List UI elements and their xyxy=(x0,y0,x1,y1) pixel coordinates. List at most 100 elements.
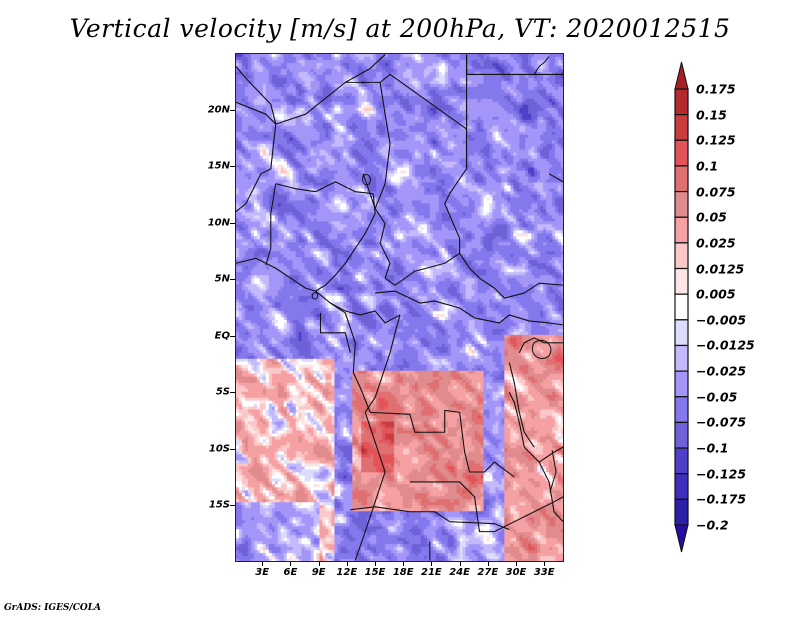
colorbar-level-label: 0.025 xyxy=(696,235,736,251)
lat-tick xyxy=(230,109,235,111)
border-zambia-malawi xyxy=(538,461,563,523)
colorbar-level-label: −0.125 xyxy=(696,466,747,482)
lat-tick-label: 10N xyxy=(207,217,230,229)
colorbar-swatch xyxy=(674,421,689,449)
border-westafrica-coast xyxy=(236,257,371,413)
lat-tick-label: 15N xyxy=(207,160,230,172)
colorbar-max-arrow xyxy=(674,61,689,90)
colorbar-level-label: −0.1 xyxy=(696,440,729,456)
velocity-field-shading xyxy=(236,54,563,561)
lon-tick xyxy=(318,562,320,566)
colorbar-level-label: −0.2 xyxy=(696,517,729,533)
colorbar-swatch xyxy=(674,216,689,244)
colorbar-swatch xyxy=(674,319,689,347)
lon-tick-label: 15E xyxy=(364,567,386,578)
colorbar-level-label: 0.075 xyxy=(696,184,736,200)
lake-chad xyxy=(362,174,371,186)
lon-tick-label: 3E xyxy=(255,567,270,578)
lon-tick xyxy=(431,562,433,566)
lon-tick xyxy=(290,562,292,566)
border-niger-chad xyxy=(362,82,391,210)
lon-tick xyxy=(487,562,489,566)
lon-tick-label: 18E xyxy=(392,567,414,578)
lon-tick xyxy=(459,562,461,566)
colorbar-level-label: 0.005 xyxy=(696,286,736,302)
border-niger-libya xyxy=(345,54,468,130)
country-boundaries xyxy=(236,54,563,561)
border-cameroon-chad xyxy=(374,208,460,286)
border-sudan-ethiopia xyxy=(548,173,563,183)
lat-tick xyxy=(230,335,235,337)
lat-tick xyxy=(230,222,235,224)
colorbar-swatch xyxy=(674,267,689,295)
lon-tick xyxy=(262,562,264,566)
colorbar-min-arrow xyxy=(674,524,689,553)
map-panel xyxy=(235,53,564,562)
colorbar-swatch xyxy=(674,344,689,372)
colorbar-swatch xyxy=(674,447,689,475)
colorbar-level-label: −0.025 xyxy=(696,363,747,379)
lon-tick-label: 33E xyxy=(533,567,555,578)
lat-tick-label: EQ xyxy=(214,330,230,342)
lat-tick-label: 5N xyxy=(214,273,230,285)
colorbar-level-label: 0.05 xyxy=(696,209,727,225)
colorbar-level-label: −0.05 xyxy=(696,389,738,405)
grads-credit: GrADS: IGES/COLA xyxy=(4,603,102,613)
colorbar-level-label: −0.175 xyxy=(696,491,747,507)
lon-tick xyxy=(403,562,405,566)
border-south-malawi xyxy=(494,496,563,533)
lake-victoria xyxy=(531,339,552,359)
border-libya-egypt xyxy=(466,54,563,75)
border-chad-sudan xyxy=(444,129,480,279)
border-nigeria-niger xyxy=(275,181,374,195)
colorbar-swatch xyxy=(674,498,689,526)
border-gabon xyxy=(319,312,351,353)
colorbar-level-label: 0.15 xyxy=(696,107,727,123)
border-benin-nigeria xyxy=(265,183,277,266)
border-nigeria-cameroon xyxy=(315,193,376,292)
colorbar-swatch xyxy=(674,165,689,193)
border-east-lakes xyxy=(508,392,563,463)
lon-tick xyxy=(346,562,348,566)
border-congo-drc xyxy=(364,314,401,413)
colorbar-level-label: 0.1 xyxy=(696,158,719,174)
colorbar-level-label: 0.175 xyxy=(696,81,736,97)
colorbar-swatch xyxy=(674,139,689,167)
lat-tick xyxy=(230,166,235,168)
colorbar-swatch xyxy=(674,242,689,270)
colorbar-swatch xyxy=(674,473,689,500)
chart-title: Vertical velocity [m/s] at 200hPa, VT: 2… xyxy=(69,14,731,43)
border-angola-zambia xyxy=(409,481,495,533)
lon-tick-label: 27E xyxy=(477,567,499,578)
colorbar-level-label: −0.075 xyxy=(696,414,747,430)
lon-tick-label: 6E xyxy=(283,567,298,578)
border-car-sudan xyxy=(479,277,563,299)
colorbar-swatch xyxy=(674,396,689,424)
border-car-drc xyxy=(375,290,563,326)
lat-tick-label: 15S xyxy=(208,499,230,511)
lat-tick xyxy=(230,279,235,281)
border-mali-niger xyxy=(236,66,277,213)
border-lake-tanganyika xyxy=(508,362,535,448)
colorbar-level-label: 0.0125 xyxy=(696,261,745,277)
lat-tick-label: 20N xyxy=(207,104,230,116)
lat-tick xyxy=(230,448,235,450)
colorbar-swatch xyxy=(674,293,689,321)
lon-tick-label: 24E xyxy=(449,567,470,578)
lon-tick-label: 12E xyxy=(336,567,358,578)
river-nile xyxy=(533,56,550,75)
lat-tick xyxy=(230,392,235,394)
lon-tick xyxy=(375,562,376,566)
colorbar-swatch xyxy=(674,114,689,141)
border-angola-coast xyxy=(354,412,386,561)
lat-tick-label: 5S xyxy=(215,386,230,398)
border-drc-angola xyxy=(370,409,515,478)
colorbar-level-label: 0.125 xyxy=(696,132,736,148)
border-angola-namibia xyxy=(350,506,510,531)
colorbar-level-label: −0.0125 xyxy=(696,337,755,353)
lat-tick xyxy=(230,505,235,507)
colorbar-swatch xyxy=(674,190,689,218)
colorbar-level-label: −0.005 xyxy=(696,312,747,328)
bioko-island xyxy=(311,292,319,300)
lake-malawi xyxy=(549,450,557,493)
